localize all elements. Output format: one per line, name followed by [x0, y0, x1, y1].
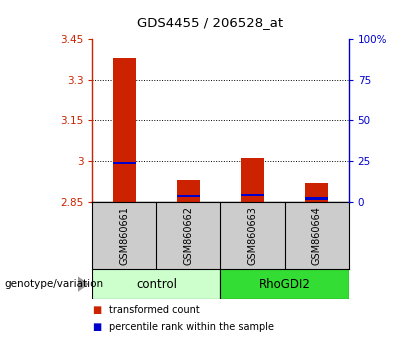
Text: GSM860661: GSM860661 [119, 206, 129, 265]
Bar [241, 194, 264, 196]
Text: RhoGDI2: RhoGDI2 [259, 278, 310, 291]
Bar [220, 269, 349, 299]
Text: ■: ■ [92, 305, 102, 315]
Bar [92, 269, 221, 299]
Text: GSM860662: GSM860662 [184, 206, 194, 265]
Bar [113, 162, 136, 164]
Bar [305, 198, 328, 200]
Text: ■: ■ [92, 322, 102, 332]
Text: percentile rank within the sample: percentile rank within the sample [109, 322, 274, 332]
Bar [113, 58, 136, 202]
Bar [177, 180, 199, 202]
Polygon shape [78, 277, 88, 291]
Bar [241, 158, 264, 202]
Text: control: control [136, 278, 177, 291]
Text: transformed count: transformed count [109, 305, 200, 315]
Text: GSM860664: GSM860664 [312, 206, 322, 265]
Bar [177, 195, 199, 197]
Text: GSM860663: GSM860663 [247, 206, 257, 265]
Text: genotype/variation: genotype/variation [4, 279, 103, 289]
Text: GDS4455 / 206528_at: GDS4455 / 206528_at [137, 16, 283, 29]
Bar [305, 183, 328, 202]
